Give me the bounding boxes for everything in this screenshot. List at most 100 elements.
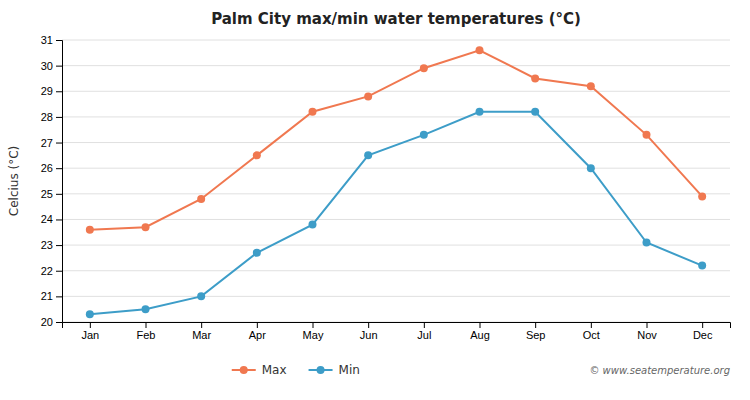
point (476, 108, 484, 116)
y-tick-label: 23 (41, 239, 53, 251)
grid-line (62, 40, 730, 41)
x-tick-label: Jun (360, 329, 378, 341)
y-tick-mark (56, 91, 62, 92)
x-tick-label: Dec (693, 329, 713, 341)
series-line (90, 112, 702, 315)
y-tick-mark (56, 117, 62, 118)
y-tick: 27 (41, 137, 62, 149)
y-tick-mark (56, 66, 62, 67)
series-line (90, 50, 702, 229)
y-tick: 30 (41, 60, 62, 72)
point (364, 151, 372, 159)
y-tick-mark (56, 219, 62, 220)
x-axis: Jan Feb Mar Apr May Jun Jul Aug Sep Oct Nov Dec (63, 322, 731, 341)
y-tick-label: 26 (41, 162, 53, 174)
x-tick-mark (146, 322, 147, 328)
y-tick: 22 (41, 265, 62, 277)
y-tick: 25 (41, 188, 62, 200)
y-tick: 28 (41, 111, 62, 123)
x-tick-label: Aug (470, 329, 490, 341)
grid-line (62, 296, 730, 297)
y-tick-mark (56, 194, 62, 195)
point (364, 92, 372, 100)
point (253, 151, 261, 159)
x-tick: Nov (637, 322, 657, 341)
x-tick-label: Feb (137, 329, 156, 341)
x-tick: Jun (360, 322, 378, 341)
x-tick-mark (647, 322, 648, 328)
point (531, 74, 539, 82)
grid-line (62, 168, 730, 169)
legend-label: Min (339, 363, 360, 377)
point (476, 46, 484, 54)
y-tick-label: 31 (41, 34, 53, 46)
x-tick: Feb (137, 322, 156, 341)
legend-item: Min (309, 363, 360, 377)
chart: Jan Feb Mar Apr May Jun Jul Aug Sep Oct Nov Dec 20 21… (0, 0, 750, 400)
x-tick-mark (90, 322, 91, 328)
point (142, 305, 150, 313)
legend: Max Min (232, 363, 360, 377)
title: Palm City max/min water temperatures (°C… (211, 10, 581, 28)
y-tick-mark (56, 168, 62, 169)
point (86, 310, 94, 318)
y-tick-label: 21 (41, 290, 53, 302)
legend-label: Max (262, 363, 287, 377)
y-tick-label: 25 (41, 188, 53, 200)
x-tick: Sep (526, 322, 546, 341)
y-tick: 29 (41, 85, 62, 97)
x-tick-mark (313, 322, 314, 328)
y-tick-label: 20 (41, 316, 53, 328)
annotation: © www.seatemperature.org (589, 365, 730, 376)
x-tick-label: Sep (526, 329, 546, 341)
x-tick-mark (257, 322, 258, 328)
series-markers (86, 46, 706, 233)
y-tick: 24 (41, 213, 62, 225)
x-tick-label: Oct (583, 329, 600, 341)
y-tick-label: 27 (41, 137, 53, 149)
grid-line (62, 116, 730, 117)
x-tick-label: Apr (249, 329, 266, 341)
y-tick: 23 (41, 239, 62, 251)
y-tick-mark (56, 322, 62, 323)
point (587, 82, 595, 90)
y-tick-mark (56, 296, 62, 297)
x-tick: Aug (470, 322, 490, 341)
x-tick-label: May (303, 329, 324, 341)
legend-symbol-marker (240, 366, 248, 374)
point (309, 108, 317, 116)
y-tick-label: 29 (41, 85, 53, 97)
point (309, 221, 317, 229)
legend-symbol-marker (317, 366, 325, 374)
y-tick-label: 30 (41, 60, 53, 72)
y-tick-label: 28 (41, 111, 53, 123)
y-tick: 26 (41, 162, 62, 174)
chart-area: Jan Feb Mar Apr May Jun Jul Aug Sep Oct Nov Dec 20 21… (41, 34, 731, 341)
point (698, 192, 706, 200)
plot (86, 46, 706, 318)
y-tick: 20 (41, 316, 62, 328)
x-tick: Jul (417, 322, 431, 341)
series-markers (86, 108, 706, 319)
y-tick-label: 24 (41, 213, 53, 225)
y-axis: 20 21 22 23 24 25 26 27 28 29 30 31 (41, 34, 63, 328)
legend-item: Max (232, 363, 287, 377)
x-tick: Apr (249, 322, 266, 341)
point (142, 223, 150, 231)
grid-line (62, 245, 730, 246)
x-tick-mark (480, 322, 481, 328)
x-tick: Jan (81, 322, 99, 341)
point (197, 292, 205, 300)
x-tick: Mar (192, 322, 211, 341)
point (197, 195, 205, 203)
point (643, 131, 651, 139)
x-tick-mark (591, 322, 592, 328)
x-tick-mark (201, 322, 202, 328)
y-tick-mark (56, 271, 62, 272)
grid-line (62, 65, 730, 66)
y-tick-mark (56, 245, 62, 246)
point (420, 64, 428, 72)
x-tick: Oct (583, 322, 600, 341)
point (531, 108, 539, 116)
x-tick-mark (535, 322, 536, 328)
